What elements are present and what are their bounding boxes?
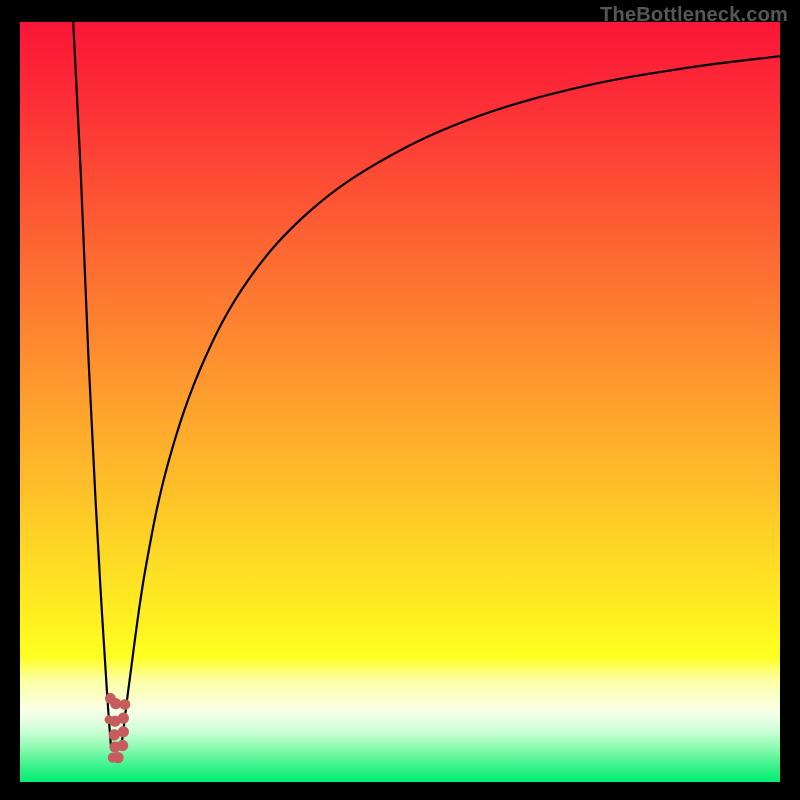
watermark-text: TheBottleneck.com	[600, 4, 788, 27]
valley-marker	[117, 740, 128, 751]
plot-area	[20, 22, 780, 782]
valley-marker	[118, 726, 129, 737]
chart-root: { "watermark": { "text": "TheBottleneck.…	[0, 0, 800, 800]
bottleneck-chart	[0, 0, 800, 800]
plot-gradient-background	[20, 22, 780, 782]
valley-marker	[119, 699, 130, 710]
valley-marker	[118, 713, 129, 724]
valley-marker	[108, 753, 118, 763]
